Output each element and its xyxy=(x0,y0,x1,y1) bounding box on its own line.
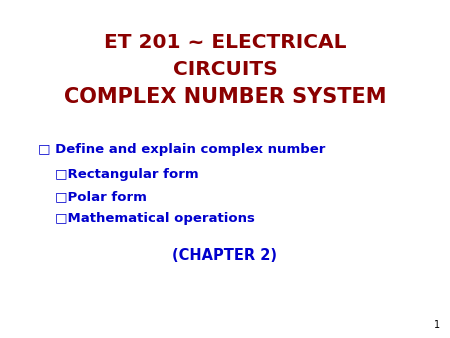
Text: 1: 1 xyxy=(434,320,440,330)
Text: □Polar form: □Polar form xyxy=(55,190,147,203)
Text: □Rectangular form: □Rectangular form xyxy=(55,168,198,181)
Text: COMPLEX NUMBER SYSTEM: COMPLEX NUMBER SYSTEM xyxy=(64,87,386,107)
Text: □Mathematical operations: □Mathematical operations xyxy=(55,212,255,225)
Text: CIRCUITS: CIRCUITS xyxy=(173,60,277,79)
Text: □ Define and explain complex number: □ Define and explain complex number xyxy=(38,143,325,156)
Text: ET 201 ~ ELECTRICAL: ET 201 ~ ELECTRICAL xyxy=(104,33,346,52)
Text: (CHAPTER 2): (CHAPTER 2) xyxy=(172,248,278,263)
